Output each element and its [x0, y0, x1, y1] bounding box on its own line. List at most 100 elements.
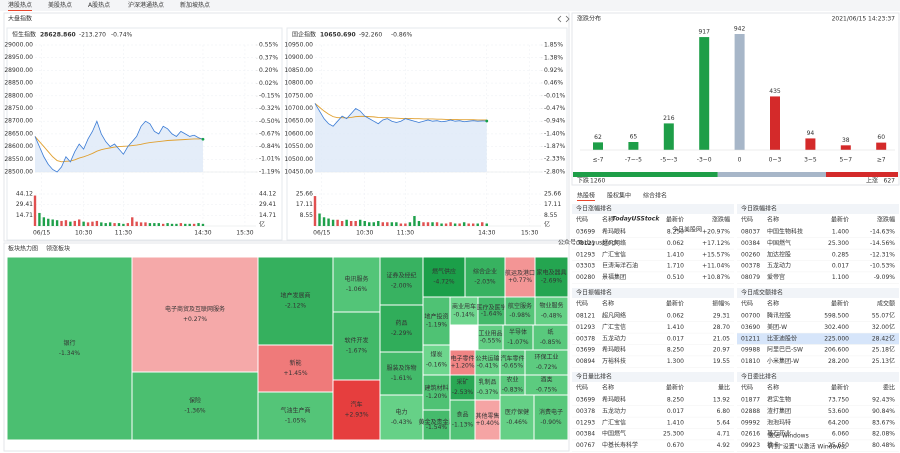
table-cell[interactable]: 02888	[741, 408, 760, 415]
heatmap-tile[interactable]	[422, 344, 451, 376]
table-cell[interactable]: 五龙动力	[767, 262, 791, 270]
table-cell[interactable]: 00700	[741, 313, 760, 320]
table-cell[interactable]: 君实生物	[767, 396, 791, 404]
table-cell[interactable]: 五龙动力	[602, 407, 626, 415]
table-cell[interactable]: 01211	[741, 335, 760, 342]
table-cell[interactable]: 比亚迪股份	[767, 334, 797, 342]
heatmap-tile[interactable]	[422, 409, 451, 441]
heatmap-tile[interactable]	[532, 324, 569, 351]
table-cell[interactable]: 景福集团	[602, 273, 626, 281]
table-cell[interactable]: 00280	[576, 274, 595, 281]
table-cell[interactable]: 01293	[576, 419, 595, 426]
heatmap-tile[interactable]	[499, 394, 535, 441]
table-cell[interactable]: 广汇宝信	[602, 323, 626, 331]
table-cell[interactable]: 03699	[576, 397, 595, 404]
rank-tab[interactable]: 热股榜	[577, 192, 595, 200]
heatmap-tile[interactable]	[379, 351, 424, 396]
table-cell[interactable]: 00378	[576, 408, 595, 415]
heatmap-tile[interactable]	[464, 256, 506, 298]
heatmap-tile[interactable]	[449, 374, 476, 401]
heatmap-tile[interactable]	[379, 256, 424, 306]
table-cell[interactable]: 广汇宝信	[602, 250, 626, 258]
table-cell[interactable]: 移卡	[767, 441, 779, 449]
table-cell[interactable]: 01293	[576, 251, 595, 258]
table-cell[interactable]: 五龙动力	[602, 334, 626, 342]
table-cell[interactable]: 08121	[576, 240, 595, 247]
table-cell[interactable]: 爱帝宫	[767, 273, 785, 281]
table-cell[interactable]: 00378	[741, 263, 760, 270]
table-cell[interactable]: 01810	[741, 358, 760, 365]
table-cell[interactable]: 03699	[576, 229, 595, 236]
heatmap-tile[interactable]	[534, 256, 569, 298]
table-cell[interactable]: 泡泡玛特	[767, 418, 791, 426]
table-cell[interactable]: 巨涛海洋石油	[602, 262, 638, 270]
table-cell[interactable]: 阿里巴巴-SW	[767, 346, 803, 354]
top-tab[interactable]: A股热点	[88, 1, 110, 9]
table-cell[interactable]: 03690	[741, 324, 760, 331]
table-cell[interactable]: 小米集团-W	[767, 357, 799, 365]
heatmap-tile[interactable]	[257, 391, 334, 441]
heatmap-tile[interactable]	[332, 311, 381, 381]
table-cell[interactable]: 03699	[576, 347, 595, 354]
heatmap-tile[interactable]	[449, 296, 479, 326]
top-tab[interactable]: 港股热点	[8, 1, 32, 9]
top-tab[interactable]: 沪深港通热点	[128, 1, 164, 9]
top-tab[interactable]: 美股热点	[48, 1, 72, 9]
heatmap-tile[interactable]	[534, 296, 569, 326]
heatmap-tile[interactable]	[504, 296, 536, 326]
heatmap-tab[interactable]: 领涨板块	[46, 245, 70, 253]
heatmap-tile[interactable]	[449, 399, 476, 441]
heatmap-tile[interactable]	[332, 256, 381, 313]
table-cell[interactable]: 01293	[576, 324, 595, 331]
heatmap-tile[interactable]	[533, 394, 569, 441]
table-cell[interactable]: 08079	[741, 274, 760, 281]
table-cell[interactable]: 00260	[741, 251, 760, 258]
rank-tab[interactable]: 股权集中	[607, 192, 631, 200]
table-cell[interactable]: 中基长寿科学	[602, 441, 638, 449]
table-cell[interactable]: 希玛眼科	[602, 346, 626, 354]
table-cell[interactable]: 02616	[741, 431, 760, 438]
table-cell[interactable]: 渣打集团	[767, 407, 791, 415]
heatmap-tile[interactable]	[474, 374, 501, 401]
heatmap-tile[interactable]	[131, 256, 259, 373]
top-tab[interactable]: 新加坡热点	[180, 1, 210, 9]
table-cell[interactable]: 01877	[741, 397, 760, 404]
pager-arrows[interactable]	[557, 15, 570, 23]
table-cell[interactable]: 00384	[576, 431, 595, 438]
heatmap-tile[interactable]	[257, 344, 334, 393]
table-cell[interactable]: 00384	[741, 240, 760, 247]
table-cell[interactable]: 广汇宝信	[602, 418, 626, 426]
table-cell[interactable]: 加达控股	[767, 250, 791, 258]
table-cell[interactable]: 08121	[576, 313, 595, 320]
table-cell[interactable]: 09992	[741, 419, 760, 426]
table-cell[interactable]: 美团-W	[767, 323, 787, 331]
heatmap-tile[interactable]	[502, 324, 534, 351]
table-cell[interactable]: 超凡网络	[602, 312, 626, 320]
table-cell[interactable]: 00894	[576, 358, 595, 365]
heatmap-tile[interactable]	[257, 256, 334, 346]
heatmap-tile[interactable]	[422, 374, 451, 411]
table-cell[interactable]: 03303	[576, 263, 595, 270]
table-cell[interactable]: 中国燃气	[767, 239, 791, 247]
table-cell[interactable]: 基石药业	[767, 430, 791, 438]
heatmap-tile[interactable]	[332, 379, 381, 441]
table-cell[interactable]: 00767	[576, 442, 595, 449]
table-cell[interactable]: 09923	[741, 442, 760, 449]
table-cell[interactable]: 08037	[741, 229, 760, 236]
table-cell[interactable]: 中国燃气	[602, 430, 626, 438]
heatmap-tab[interactable]: 板块热力图	[8, 245, 38, 253]
heatmap-tile[interactable]	[379, 304, 424, 353]
table-cell[interactable]: 希玛眼科	[602, 396, 626, 404]
heatmap-tile[interactable]	[6, 256, 133, 441]
table-cell[interactable]: 09988	[741, 347, 760, 354]
table-cell[interactable]: 腾讯控股	[767, 312, 791, 320]
heatmap-tile[interactable]	[131, 371, 259, 441]
rank-tab[interactable]: 综合排名	[643, 192, 667, 200]
heatmap-tile[interactable]	[422, 256, 466, 298]
table-cell[interactable]: 中国生物科技	[767, 228, 803, 236]
table-cell[interactable]: 希玛眼科	[602, 228, 626, 236]
table-cell[interactable]: 万裕科技	[602, 357, 626, 365]
table-cell[interactable]: 超凡网络	[602, 239, 626, 247]
heatmap-tile[interactable]	[379, 394, 424, 441]
table-cell[interactable]: 00378	[576, 335, 595, 342]
